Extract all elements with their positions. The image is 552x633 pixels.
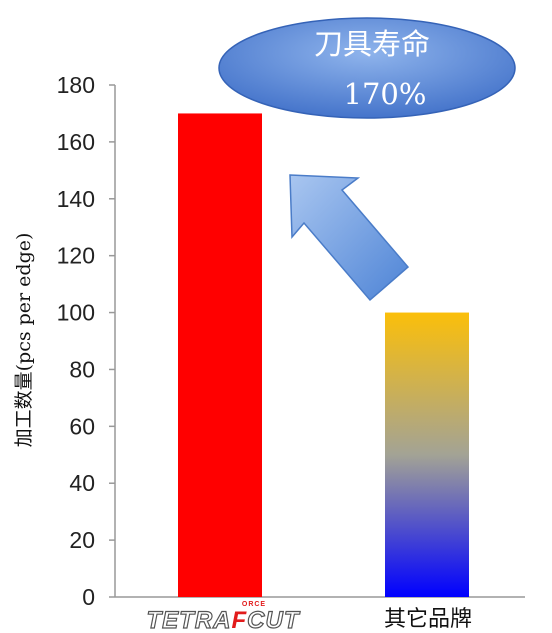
logo-tetra: TETRA xyxy=(147,607,232,633)
logo-wordmark: TETRAFCUT xyxy=(147,607,301,633)
tool-life-callout: 刀具寿命 170% xyxy=(218,17,516,119)
bar-other-brand xyxy=(385,312,469,597)
y-tick-label: 160 xyxy=(57,129,95,155)
y-tick-label: 120 xyxy=(57,243,95,269)
callout-bubble xyxy=(218,17,516,119)
y-tick-label: 80 xyxy=(69,356,95,382)
logo-small-text: ORCE xyxy=(242,601,266,608)
x-category-label-other: 其它品牌 xyxy=(384,607,472,632)
tetraforcecut-logo: ORCE TETRAFCUT xyxy=(146,601,301,633)
bar-tetraforcecut xyxy=(178,113,262,597)
y-tick-label: 100 xyxy=(57,300,95,326)
y-tick-label: 180 xyxy=(57,72,95,98)
y-tick-label: 140 xyxy=(57,186,95,212)
logo-f: F xyxy=(232,607,248,633)
y-tick-label: 40 xyxy=(69,470,95,496)
callout-value: 170% xyxy=(344,77,427,111)
callout-title: 刀具寿命 xyxy=(314,27,430,61)
logo-cut: CUT xyxy=(247,607,301,633)
y-axis-ticks: 0 20 40 60 80 100 120 140 160 180 xyxy=(57,72,115,610)
y-tick-label: 60 xyxy=(69,413,95,439)
y-tick-label: 0 xyxy=(82,584,95,610)
increase-arrow-icon xyxy=(289,174,410,302)
y-tick-label: 20 xyxy=(69,527,95,553)
bars-group xyxy=(178,113,469,597)
y-axis-label: 加工数量(pcs per edge) xyxy=(13,233,35,448)
